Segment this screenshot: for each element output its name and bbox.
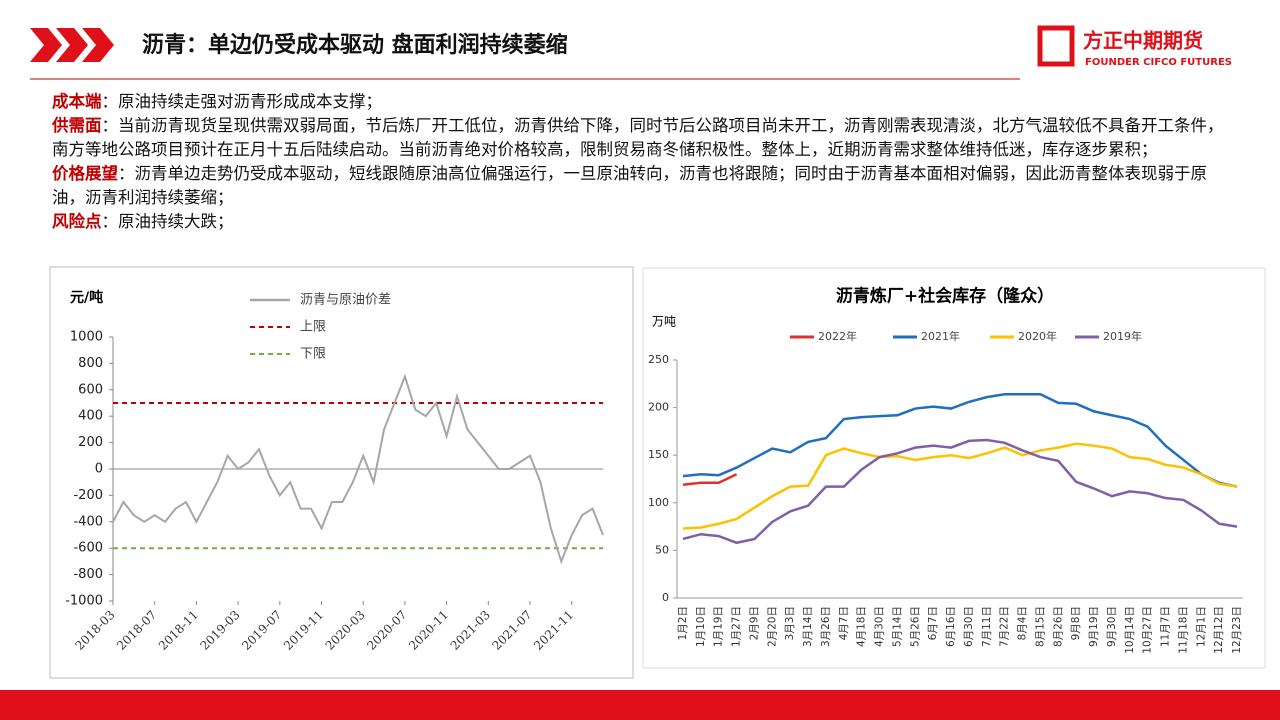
x-tick-label: 11月7日 bbox=[1160, 606, 1172, 647]
y-tick-label: 0 bbox=[662, 591, 669, 604]
x-tick-label: 9月19日 bbox=[1088, 606, 1100, 647]
x-tick-label: 12月23日 bbox=[1231, 606, 1243, 654]
y-tick-label: 200 bbox=[78, 435, 103, 450]
point-label: 风险点 bbox=[52, 212, 102, 231]
series-line bbox=[682, 473, 738, 486]
x-tick-label: 7月11日 bbox=[981, 606, 993, 647]
text-block: 成本端：原油持续走强对沥青形成成本支撑； 供需面：当前沥青现货呈现供需双弱局面，节… bbox=[52, 90, 1227, 234]
series-line bbox=[112, 373, 604, 565]
series-line bbox=[682, 442, 1238, 530]
point: 价格展望：沥青单边走势仍受成本驱动，短线跟随原油高位偏强运行，一旦原油转向，沥青… bbox=[52, 162, 1227, 210]
legend-label: 沥青与原油价差 bbox=[300, 293, 391, 308]
x-tick-label: 4月7日 bbox=[838, 606, 850, 640]
point-text: ：原油持续走强对沥青形成成本支撑； bbox=[101, 92, 383, 111]
x-tick-label: 7月22日 bbox=[999, 606, 1011, 647]
point-text: ：原油持续大跌； bbox=[101, 212, 234, 231]
legend-label: 2021年 bbox=[921, 329, 960, 343]
x-tick-label: 6月7日 bbox=[927, 606, 939, 640]
x-tick-label: 4月30日 bbox=[874, 606, 886, 647]
y-tick-label: -400 bbox=[73, 514, 103, 529]
x-tick-label: 3月14日 bbox=[802, 606, 814, 647]
logo: 方正中期期货 bbox=[1083, 29, 1203, 53]
x-tick-label: 1月10日 bbox=[695, 606, 707, 647]
point-label: 供需面 bbox=[52, 116, 102, 135]
x-tick-label: 4月18日 bbox=[856, 606, 868, 647]
x-tick-label: 10月14日 bbox=[1124, 606, 1136, 654]
legend-label: 2019年 bbox=[1103, 329, 1142, 343]
x-tick-label: 1月19日 bbox=[713, 606, 725, 647]
point: 成本端：原油持续走强对沥青形成成本支撑； bbox=[52, 90, 1227, 114]
y-tick-label: 200 bbox=[648, 401, 669, 414]
x-tick-label: 5月14日 bbox=[891, 606, 903, 647]
x-tick-label: 11月18日 bbox=[1177, 606, 1189, 654]
legend-label: 2022年 bbox=[818, 329, 857, 343]
x-tick-label: 9月30日 bbox=[1106, 606, 1118, 647]
legend-label: 上限 bbox=[300, 320, 326, 335]
y-tick-label: 600 bbox=[78, 382, 103, 397]
x-tick-label: 1月27日 bbox=[731, 606, 743, 647]
point-text: ：当前沥青现货呈现供需双弱局面，节后炼厂开工低位，沥青供给下降，同时节后公路项目… bbox=[52, 116, 1224, 159]
logo-en: FOUNDER CIFCO FUTURES bbox=[1085, 57, 1232, 68]
y-tick-label: 400 bbox=[78, 409, 103, 424]
x-tick-label: 8月26日 bbox=[1052, 606, 1064, 647]
y-axis-label: 万吨 bbox=[652, 315, 676, 329]
y-tick-label: 100 bbox=[648, 496, 669, 509]
x-tick-label: 10月27日 bbox=[1142, 606, 1154, 654]
title: 沥青：单边仍受成本驱动 盘面利润持续萎缩 bbox=[142, 32, 568, 58]
y-tick-label: -200 bbox=[73, 488, 103, 503]
legend-label: 2020年 bbox=[1018, 329, 1057, 343]
point-label: 价格展望 bbox=[52, 164, 118, 183]
x-tick-label: 2月9日 bbox=[748, 606, 760, 640]
x-tick-label: 8月4日 bbox=[1017, 606, 1029, 640]
point-label: 成本端 bbox=[52, 92, 102, 111]
x-tick-label: 8月15日 bbox=[1034, 606, 1046, 647]
x-tick-label: 2月20日 bbox=[766, 606, 778, 647]
series-line bbox=[682, 393, 1238, 488]
point: 供需面：当前沥青现货呈现供需双弱局面，节后炼厂开工低位，沥青供给下降，同时节后公… bbox=[52, 114, 1227, 162]
y-tick-label: 0 bbox=[95, 462, 103, 477]
x-tick-label: 3月3日 bbox=[784, 606, 796, 640]
x-tick-label: 9月8日 bbox=[1070, 606, 1082, 640]
x-tick-label: 1月2日 bbox=[677, 606, 689, 640]
x-tick-label: 6月30日 bbox=[963, 606, 975, 647]
point: 风险点：原油持续大跌； bbox=[52, 210, 1227, 234]
y-tick-label: -800 bbox=[73, 567, 103, 582]
x-tick-label: 12月1日 bbox=[1195, 606, 1207, 647]
legend-label: 下限 bbox=[300, 347, 326, 362]
point-text: ：沥青单边走势仍受成本驱动，短线跟随原油高位偏强运行，一旦原油转向，沥青也将跟随… bbox=[52, 164, 1207, 207]
x-tick-label: 12月12日 bbox=[1213, 606, 1225, 654]
y-tick-label: -1000 bbox=[65, 594, 103, 609]
series-line bbox=[682, 438, 1238, 545]
x-tick-label: 3月26日 bbox=[820, 606, 832, 647]
y-axis-label: 元/吨 bbox=[70, 289, 103, 306]
y-tick-label: 50 bbox=[655, 543, 669, 556]
y-tick-label: -600 bbox=[73, 541, 103, 556]
y-tick-label: 150 bbox=[648, 448, 669, 461]
x-tick-label: 6月16日 bbox=[945, 606, 957, 647]
y-tick-label: 1000 bbox=[70, 330, 103, 345]
y-tick-label: 800 bbox=[78, 356, 103, 371]
x-tick-label: 5月26日 bbox=[909, 606, 921, 647]
y-tick-label: 250 bbox=[648, 353, 669, 366]
chart-title: 沥青炼厂+社会库存（隆众） bbox=[836, 286, 1054, 307]
